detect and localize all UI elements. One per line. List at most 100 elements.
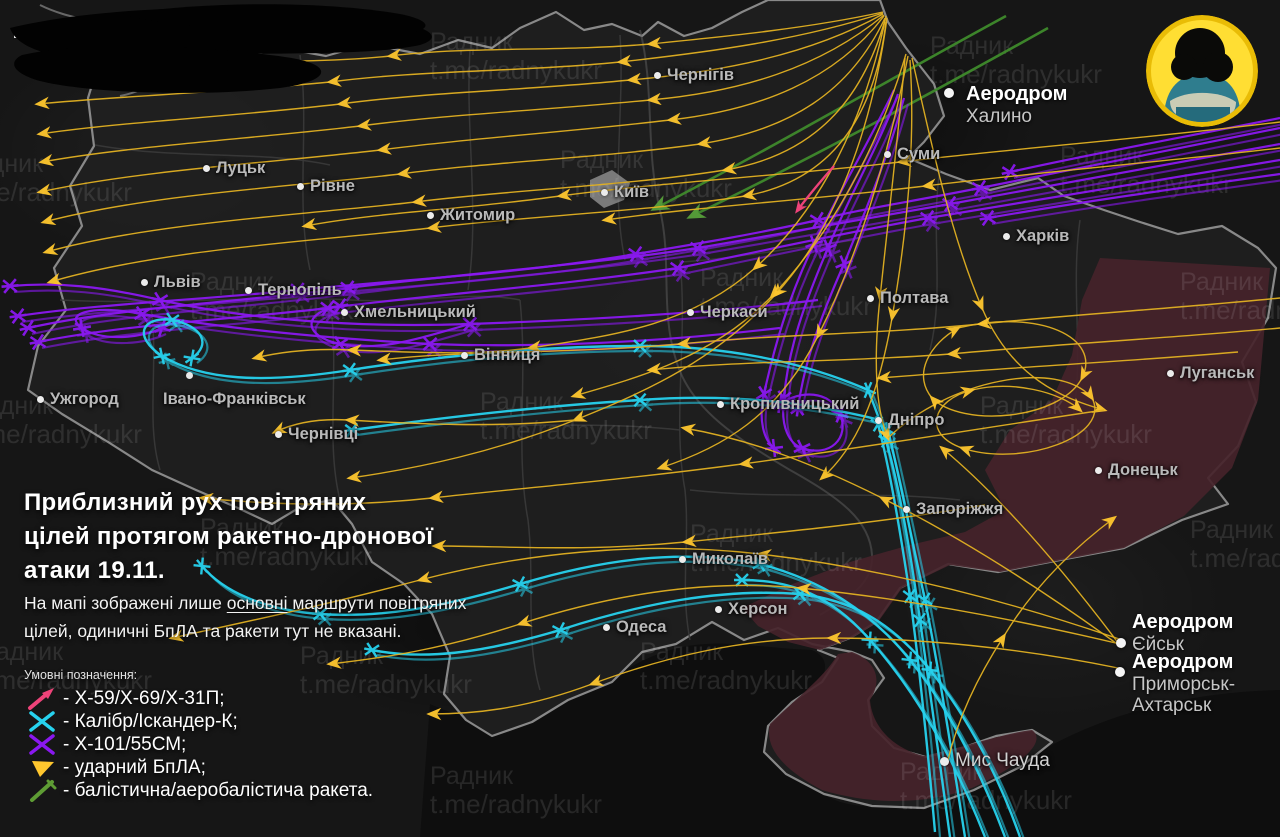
city-label-odesa: Одеса <box>603 618 666 637</box>
city-name: Донецьк <box>1108 461 1178 479</box>
airfield-title: Аеродром <box>966 83 1068 105</box>
city-name: Мис Чауда <box>955 750 1050 771</box>
legend-item-label: - X-59/X-69/X-31П; <box>63 687 225 709</box>
city-label-uzhhorod: Ужгород <box>37 390 119 409</box>
city-dot <box>1003 233 1010 240</box>
channel-avatar[interactable] <box>1146 15 1258 127</box>
city-name: Житомир <box>440 206 516 224</box>
legend-item-label: - Калібр/Іскандер-К; <box>63 710 238 732</box>
x59-arrow-icon <box>24 687 60 710</box>
city-dot <box>1095 467 1102 474</box>
city-label-zhytomyr: Житомир <box>427 206 515 225</box>
city-label-donetsk: Донецьк <box>1095 461 1178 480</box>
legend-item-4: - балістична/аеробалістича ракета. <box>24 779 373 802</box>
city-label-kharkiv: Харків <box>1003 227 1069 246</box>
airfield-subtitle: Єйськ <box>1132 634 1184 655</box>
page-title: Приблизний рух повітряних цілей протягом… <box>24 486 433 588</box>
legend-item-0: - X-59/X-69/X-31П; <box>24 687 373 710</box>
city-dot <box>679 556 686 563</box>
title-line: Приблизний рух повітряних <box>24 489 367 516</box>
airfield-label-khalino: Аеродром Халино <box>966 84 1067 128</box>
avatar-image <box>1146 15 1258 127</box>
city-label-vinnytsia: Вінниця <box>461 346 540 365</box>
city-name: Миколаїв <box>692 550 769 568</box>
city-dot <box>37 396 44 403</box>
city-name: Івано-Франківськ <box>163 390 306 408</box>
drone-tri-icon <box>24 756 60 779</box>
airfield-subtitle: Приморськ-Ахтарськ <box>1132 674 1236 716</box>
city-dot <box>940 756 949 766</box>
airfield-subtitle: Халино <box>966 106 1032 127</box>
legend-header: Умовні позначення: <box>24 668 138 682</box>
city-label-sumy: Суми <box>884 145 940 164</box>
note-text: маршрути повітряних цілей, одиничні БпЛА… <box>24 593 467 641</box>
city-label-chernivtsi: Чернівці <box>275 425 358 444</box>
city-name: Дніпро <box>888 411 945 429</box>
city-name: Харків <box>1016 227 1070 245</box>
airfield-label-yeysk: Аеродром Єйськ <box>1132 612 1233 656</box>
legend-item-2: - X-101/55СМ; <box>24 733 373 756</box>
city-label-zaporizhzhia: Запоріжжя <box>903 500 1003 519</box>
city-name: Чернівці <box>288 425 359 443</box>
city-label-khmelnytskyi: Хмельницький <box>341 303 476 322</box>
city-name: Київ <box>614 183 649 201</box>
airfield-dot-prymorsk <box>1115 667 1125 677</box>
city-dot <box>245 287 252 294</box>
title-line: атаки 19.11. <box>24 557 165 584</box>
city-dot <box>275 431 282 438</box>
city-label-kyiv: Київ <box>601 183 649 202</box>
legend-item-1: - Калібр/Іскандер-К; <box>24 710 373 733</box>
note-text: На мапі зображені лише <box>24 593 227 613</box>
kalibr-x-icon <box>24 710 60 733</box>
city-name: Одеса <box>616 618 667 636</box>
city-dot <box>601 189 608 196</box>
city-label-kropyvnytskyi: Кропивницький <box>717 395 859 414</box>
city-label-ternopil: Тернопіль <box>245 281 342 300</box>
city-dot <box>884 151 891 158</box>
city-label-ivano-frankivsk: Івано-Франківськ <box>163 390 306 409</box>
city-label-lviv: Львів <box>141 273 201 292</box>
city-label-dnipro: Дніпро <box>875 411 944 430</box>
city-name: Рівне <box>310 177 355 195</box>
airfield-dot-khalino <box>944 88 954 98</box>
city-dot <box>654 72 661 79</box>
city-label-mys-chauda: Мис Чауда <box>940 750 1050 772</box>
censor-scribble <box>10 4 432 93</box>
city-dot <box>603 624 610 631</box>
city-name: Кропивницький <box>730 395 860 413</box>
title-line: цілей протягом ракетно-дронової <box>24 523 434 550</box>
city-dot <box>717 401 724 408</box>
airfield-dot-yeysk <box>1116 638 1126 648</box>
city-label-rivne: Рівне <box>297 177 355 196</box>
airfield-label-prymorsk: Аеродром Приморськ-Ахтарськ <box>1132 652 1254 716</box>
x101-x-icon <box>24 733 60 756</box>
city-label-luhansk: Луганськ <box>1167 364 1254 383</box>
note-emphasis: основні <box>226 593 288 613</box>
city-name: Ужгород <box>50 390 119 408</box>
city-name: Черкаси <box>700 303 768 321</box>
city-name: Хмельницький <box>354 303 476 321</box>
city-dot <box>297 183 304 190</box>
city-dot <box>461 352 468 359</box>
city-dot <box>141 279 148 286</box>
city-dot <box>875 417 882 424</box>
city-name: Тернопіль <box>258 281 342 299</box>
legend: Умовні позначення: - X-59/X-69/X-31П; - К… <box>24 668 373 802</box>
city-dot <box>903 506 910 513</box>
city-label-kherson: Херсон <box>715 600 787 619</box>
legend-item-label: - балістична/аеробалістича ракета. <box>63 779 374 801</box>
legend-item-label: - ударний БпЛА; <box>63 756 206 778</box>
city-dot <box>867 295 874 302</box>
city-label-cherkasy: Черкаси <box>687 303 768 322</box>
city-label-chernihiv: Чернігів <box>654 66 734 85</box>
city-label-lutsk: Луцьк <box>203 159 265 178</box>
city-name: Полтава <box>880 289 949 307</box>
city-dot <box>186 372 193 379</box>
airfield-title: Аеродром <box>1132 651 1234 673</box>
city-name: Запоріжжя <box>916 500 1004 518</box>
city-dot <box>687 309 694 316</box>
city-name: Вінниця <box>474 346 541 364</box>
city-dot <box>715 606 722 613</box>
city-name: Херсон <box>728 600 788 618</box>
